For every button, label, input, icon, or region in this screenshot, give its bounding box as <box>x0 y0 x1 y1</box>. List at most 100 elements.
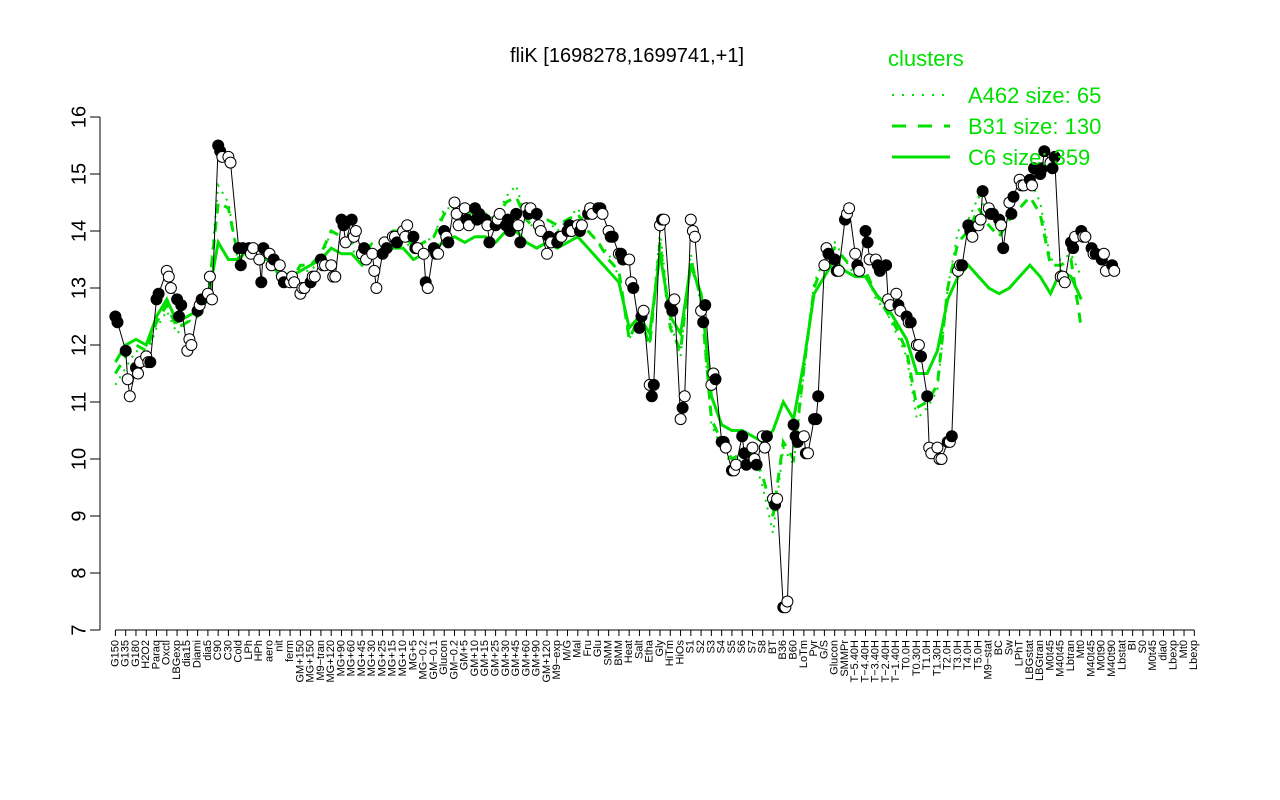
x-tick-label: M40t90 <box>1106 640 1118 677</box>
x-tick-label: Fru <box>582 640 594 657</box>
expression-line <box>114 145 1115 608</box>
x-tick-label: MG+5 <box>407 640 419 670</box>
data-point <box>666 304 679 317</box>
x-tick-label: Glu <box>592 640 604 657</box>
x-tick-label: Mt0 <box>1075 640 1087 658</box>
x-tick-label: dia0 <box>1157 640 1169 661</box>
data-point <box>483 236 496 249</box>
data-point <box>407 230 420 243</box>
x-tick-label: M9−stat <box>983 640 995 679</box>
x-tick-label: BMM <box>613 640 625 666</box>
data-point <box>678 390 691 403</box>
data-point <box>288 276 301 289</box>
x-tick-label: LBGstat <box>1024 640 1036 680</box>
x-tick-label: LPh <box>243 640 255 660</box>
x-tick-label: M40t45 <box>1055 640 1067 677</box>
x-tick-label: Oxctl <box>161 640 173 665</box>
x-tick-label: LBGtran <box>1034 640 1046 681</box>
legend-label: C6 size: 359 <box>968 145 1090 170</box>
data-point <box>368 264 381 277</box>
y-tick-label: 15 <box>68 163 90 185</box>
data-point <box>366 247 379 260</box>
data-point <box>510 207 523 220</box>
x-tick-label: SMM <box>603 640 615 666</box>
legend: clusters A462 size: 65 B31 size: 130 C6 si… <box>888 46 1101 170</box>
data-point <box>173 310 186 323</box>
x-tick-label: MG+30 <box>366 640 378 676</box>
x-tick-label: C90 <box>212 640 224 660</box>
data-point <box>247 242 260 255</box>
legend-title: clusters <box>888 46 964 71</box>
data-point <box>730 458 742 471</box>
data-point <box>442 236 455 249</box>
data-point <box>853 264 866 277</box>
data-point <box>637 304 650 317</box>
x-tick-label: G180 <box>130 640 142 667</box>
data-point <box>224 156 237 169</box>
y-tick-label: 16 <box>68 106 90 128</box>
data-point <box>345 213 358 226</box>
data-point <box>697 316 710 329</box>
x-tick-label: T1.30H <box>931 640 943 676</box>
data-point <box>627 282 640 294</box>
data-point <box>349 225 362 237</box>
data-point <box>787 418 800 431</box>
y-tick-label: 9 <box>68 510 90 521</box>
x-tick-label: MG+150 <box>305 640 317 683</box>
data-point <box>308 270 321 283</box>
x-tick-label: T−5.40H <box>849 640 861 683</box>
data-point <box>995 219 1008 232</box>
x-tick-label: G150 <box>109 640 121 667</box>
data-point <box>391 236 403 249</box>
data-point <box>688 230 701 243</box>
data-point <box>448 196 461 209</box>
x-tick-label: T0.30H <box>911 640 923 676</box>
data-point <box>1097 247 1110 260</box>
data-point <box>843 202 856 215</box>
x-tick-label: Salt <box>633 640 645 659</box>
data-point <box>121 373 134 386</box>
x-tick-label: H2O2 <box>140 640 152 669</box>
x-tick-label: Pyr <box>808 640 820 657</box>
data-point <box>234 259 247 272</box>
data-point <box>997 242 1010 255</box>
x-tick-label: Sw <box>1003 640 1015 655</box>
data-point <box>668 293 681 306</box>
data-point <box>647 378 660 391</box>
x-tick-label: S6 <box>736 640 748 653</box>
data-point <box>144 356 157 369</box>
data-point <box>758 441 771 454</box>
data-point <box>152 287 165 300</box>
data-point <box>750 458 763 471</box>
x-tick-label: GM+45 <box>510 640 522 676</box>
x-tick-label: aero <box>263 640 275 662</box>
x-tick-label: Gly <box>654 640 666 657</box>
data-point <box>575 219 588 232</box>
x-tick-label: dia5 <box>202 640 214 661</box>
x-tick-label: Diami <box>192 640 204 668</box>
data-point <box>329 270 342 283</box>
x-tick-label: T3.0H <box>952 640 964 670</box>
x-tick-label: GM+120 <box>541 640 553 683</box>
x-tick-label: T−2.40H <box>880 640 892 683</box>
x-tick-label: G/S <box>818 640 830 659</box>
data-point <box>738 447 751 460</box>
x-tick-label: T−3.40H <box>870 640 882 683</box>
y-tick-label: 14 <box>68 220 90 242</box>
x-tick-label: MG+45 <box>356 640 368 676</box>
data-point <box>417 247 430 260</box>
data-point <box>1005 207 1018 220</box>
x-tick-label: Paraq <box>150 640 162 669</box>
x-tick-label: HiOs <box>675 640 687 665</box>
data-point <box>921 390 934 403</box>
x-tick-label: Lbstat <box>1116 640 1128 670</box>
data-point <box>832 264 845 277</box>
x-tick-label: GM+30 <box>500 640 512 676</box>
data-point <box>596 207 609 220</box>
x-tick-label: M/G <box>561 640 573 661</box>
data-point <box>325 259 338 272</box>
data-point <box>1026 179 1038 192</box>
data-point <box>273 259 286 272</box>
data-point <box>935 453 948 465</box>
data-point <box>501 213 514 226</box>
